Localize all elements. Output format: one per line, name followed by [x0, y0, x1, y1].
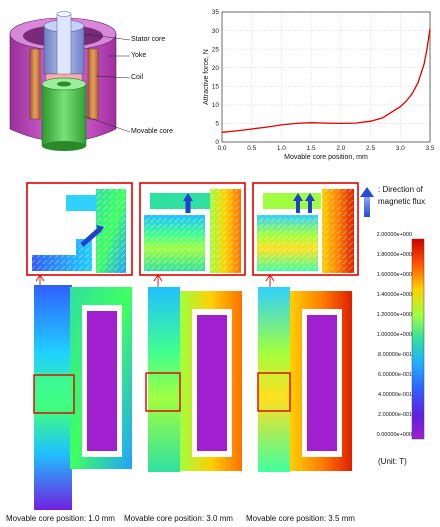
y-tick-label: 10: [212, 102, 220, 109]
flux-direction-arrow-icon: [360, 187, 374, 217]
colorbar-tick-label: 1.00000e+000: [376, 332, 412, 338]
x-tick-label: 0.5: [247, 145, 256, 152]
caption-position-1: Movable core position: 1.0 mm: [6, 514, 115, 523]
y-axis-label: Attractive force, N: [203, 49, 210, 105]
flux-legend-line2: magnetic flux: [378, 197, 426, 206]
simulation-panel-1: [33, 285, 132, 510]
simulation-panel-3: [257, 287, 352, 472]
colorbar-labels: 2.00000e+000 1.80000e+000 1.60000e+000 1.40…: [366, 232, 412, 445]
plot-frame: [221, 11, 431, 143]
zoom-panel-1: [26, 182, 133, 276]
colorbar-tick-label: 2.00000e-001: [378, 412, 412, 418]
zoom-panel-3: [252, 182, 359, 276]
x-tick-label: 3.0: [396, 145, 405, 152]
flux-density-simulations: [26, 182, 425, 510]
colorbar-tick-label: 1.20000e+000: [376, 312, 412, 318]
colorbar-tick-label: 1.80000e+000: [376, 252, 412, 258]
colorbar-tick-label: 2.00000e+000: [376, 232, 412, 238]
colorbar-unit: (Unit: T): [378, 457, 407, 466]
colorbar-tick-label: 0.00000e+000: [376, 432, 412, 438]
y-tick-label: 5: [215, 121, 219, 128]
y-tick-label: 0: [215, 139, 219, 146]
x-tick-label: 1.5: [307, 145, 316, 152]
x-tick-label: 1.0: [277, 145, 286, 152]
label-coil: Coil: [131, 74, 144, 81]
label-stator-core: Stator core: [131, 36, 166, 43]
y-tick-label: 20: [212, 65, 220, 72]
colorbar-tick-label: 6.00000e-001: [378, 372, 412, 378]
zoom-panel-2: [139, 182, 246, 276]
x-tick-label: 3.5: [425, 145, 434, 152]
colorbar: [411, 238, 425, 440]
label-yoke: Yoke: [131, 52, 147, 59]
x-tick-label: 0.0: [217, 145, 226, 152]
colorbar-tick-label: 8.00000e-001: [378, 352, 412, 358]
x-tick-label: 2.0: [336, 145, 345, 152]
y-tick-label: 15: [212, 83, 220, 90]
caption-position-3: Movable core position: 3.5 mm: [246, 514, 355, 523]
y-tick-label: 35: [212, 9, 220, 16]
x-tick-label: 2.5: [366, 145, 375, 152]
force-vs-position-chart: 0.0 0.5 1.0 1.5 2.0 2.5 3.0 3.5 0 5 10 15 20 25 30 35 Mo…: [203, 9, 435, 161]
flux-legend-line1: : Direction of: [378, 185, 423, 194]
x-axis-label: Movable core position, mm: [284, 154, 368, 161]
colorbar-tick-label: 1.40000e+000: [376, 292, 412, 298]
simulation-panel-2: [145, 287, 242, 472]
colorbar-tick-label: 1.60000e+000: [376, 272, 412, 278]
solenoid-cutaway-illustration: [9, 11, 131, 151]
colorbar-tick-label: 4.00000e-001: [378, 392, 412, 398]
label-movable-core: Movable core: [131, 128, 174, 135]
caption-position-2: Movable core position: 3.0 mm: [124, 514, 233, 523]
y-tick-label: 25: [212, 46, 220, 53]
force-series-line: [221, 28, 431, 133]
y-tick-label: 30: [212, 28, 220, 35]
